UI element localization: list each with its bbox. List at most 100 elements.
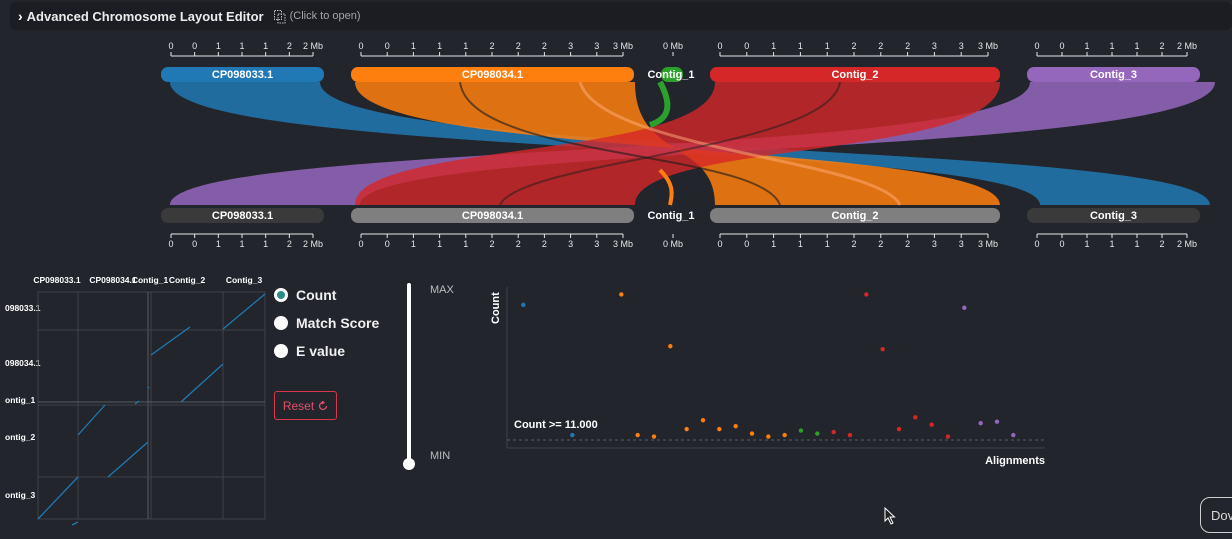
synteny-view: CP098033.1 0 0 1 1 1 2 2 Mb CP098034.1 0 0 1 1 1 2 2 2 3 3…	[161, 41, 1215, 249]
reset-button[interactable]: Reset	[274, 391, 337, 420]
chromosome-bar[interactable]	[710, 67, 1000, 82]
scatter-point[interactable]	[766, 434, 771, 439]
scatter-point[interactable]	[962, 305, 967, 310]
ribbon-edge	[459, 81, 781, 206]
scatter-point[interactable]	[668, 344, 673, 349]
ruler-tick-label: 1	[216, 41, 221, 51]
chromosome-label: Contig_2	[831, 69, 878, 81]
ribbon-contig1-bottom	[658, 168, 674, 206]
radio-count[interactable]: Count	[274, 281, 379, 309]
chromosome-cp098034-1[interactable]: CP098034.1 0 0 1 1 1 2 2 2 3 3 3 Mb	[351, 208, 634, 249]
ruler-tick-label: 0	[358, 41, 363, 51]
editor-title[interactable]: Advanced Chromosome Layout Editor	[26, 8, 264, 24]
ruler-tick-label: 1	[825, 239, 830, 249]
scatter-point[interactable]	[896, 426, 902, 432]
radio-e-value[interactable]: E value	[274, 337, 379, 365]
chromosome-cp098033-1[interactable]: CP098033.1 0 0 1 1 1 2 2 Mb	[161, 208, 324, 249]
chromosome-contig-2[interactable]: Contig_2 0 0 1 1 1 2 2 2 3 3 3 Mb	[710, 208, 1000, 249]
ruler-tick-label: 0	[385, 239, 390, 249]
chromosome-cp098033-1[interactable]: CP098033.1 0 0 1 1 1 2 2 Mb	[161, 41, 324, 82]
chromosome-contig-1[interactable]: Contig_1 0 Mb	[647, 41, 695, 82]
open-hint: (Click to open)	[289, 10, 361, 22]
ruler-tick-label: 1	[216, 239, 221, 249]
ruler-tick-label: 0	[1034, 41, 1039, 51]
ruler-tick-label: 0	[192, 239, 197, 249]
chromosome-label: Contig_2	[831, 210, 878, 222]
chromosome-bar[interactable]	[710, 208, 1000, 223]
ruler-tick-label: 3 Mb	[978, 239, 998, 249]
option-label: Count	[296, 287, 337, 303]
ruler-tick-label: 0	[168, 41, 173, 51]
scatter-point[interactable]	[880, 347, 885, 352]
scatter-point[interactable]	[994, 419, 1000, 424]
chromosome-label: Contig_3	[1090, 69, 1137, 81]
scatter-point[interactable]	[847, 432, 853, 438]
scatter-point[interactable]	[635, 432, 640, 438]
chromosome-bar[interactable]	[1027, 67, 1200, 82]
scatter-point[interactable]	[570, 432, 575, 438]
ruler-tick-label: 0 Mb	[663, 41, 683, 51]
scatter-point[interactable]	[521, 302, 526, 307]
scatter-points	[521, 292, 1016, 439]
radio-icon[interactable]	[274, 316, 288, 330]
scatter-point[interactable]	[913, 415, 918, 420]
chromosome-bar[interactable]	[351, 67, 634, 82]
scatter-point[interactable]	[945, 434, 951, 439]
scatter-point[interactable]	[798, 428, 804, 433]
scatter-point[interactable]	[1011, 432, 1016, 438]
scatter-point[interactable]	[978, 421, 983, 426]
chromosome-label: Contig_1	[647, 210, 694, 222]
scatter-point[interactable]	[619, 292, 624, 297]
ruler-tick-label: 2	[851, 41, 856, 51]
chromosome-bar[interactable]	[661, 67, 683, 82]
chromosome-cp098034-1[interactable]: CP098034.1 0 0 1 1 1 2 2 2 3 3 3 Mb	[351, 41, 634, 82]
download-button[interactable]: Dov	[1200, 497, 1232, 533]
scatter-point[interactable]	[717, 426, 722, 432]
ruler-tick-label: 2 Mb	[1177, 239, 1197, 249]
ruler-tick-label: 3	[594, 239, 599, 249]
ruler-tick-label: 2	[1159, 239, 1164, 249]
chromosome-contig-1[interactable]: Contig_1 0 Mb	[647, 210, 694, 249]
scatter-point[interactable]	[700, 418, 706, 423]
chromosome-bar[interactable]	[161, 208, 324, 223]
scatter-point[interactable]	[831, 429, 836, 435]
scatter-point[interactable]	[651, 434, 657, 439]
chromosome-contig-3[interactable]: Contig_3 0 0 1 1 1 2 2 Mb	[1027, 41, 1200, 82]
chromosome-contig-3[interactable]: Contig_3 0 0 1 1 1 2 2 Mb	[1027, 208, 1200, 249]
reset-label: Reset	[282, 398, 315, 413]
scatter-point[interactable]	[929, 422, 934, 427]
scatter-point[interactable]	[733, 423, 738, 429]
scatter-point[interactable]	[684, 426, 689, 432]
chromosome-label: CP098033.1	[212, 69, 273, 81]
chromosome-bar[interactable]	[1027, 208, 1200, 223]
scatter-point[interactable]	[782, 432, 787, 438]
ruler-tick-label: 0	[1034, 239, 1039, 249]
radio-selected-icon[interactable]	[274, 288, 288, 302]
dotplot-row-label: ontig_2	[5, 432, 35, 442]
ruler-tick-label: 1	[411, 41, 416, 51]
chevron-right-icon[interactable]: ›	[18, 8, 23, 24]
chromosome-bar[interactable]	[161, 67, 324, 82]
chromosome-bar[interactable]	[351, 208, 634, 223]
option-label: Match Score	[296, 315, 380, 331]
ruler-tick-label: 1	[771, 239, 776, 249]
ruler-tick-label: 1	[798, 239, 803, 249]
threshold-slider-track[interactable]	[407, 283, 411, 463]
ruler-tick-label: 2	[489, 239, 494, 249]
radio-match-score[interactable]: Match Score	[274, 309, 379, 337]
editor-header[interactable]: › Advanced Chromosome Layout Editor (Cli…	[10, 2, 1232, 30]
scatter-point[interactable]	[815, 431, 820, 436]
ruler-tick-label: 1	[411, 239, 416, 249]
ruler-tick-label: 0	[717, 239, 722, 249]
ruler-tick-label: 3 Mb	[978, 41, 998, 51]
ruler-tick-label: 2 Mb	[303, 239, 323, 249]
copy-icon[interactable]	[273, 9, 286, 23]
scatter-point[interactable]	[864, 292, 869, 297]
scatter-point[interactable]	[749, 431, 755, 436]
threshold-slider-thumb[interactable]	[403, 458, 415, 470]
dotplot-grid	[38, 292, 265, 519]
radio-icon[interactable]	[274, 344, 288, 358]
chromosome-contig-2[interactable]: Contig_2 0 0 1 1 1 2 2 2 3 3 3 Mb	[710, 41, 1000, 82]
